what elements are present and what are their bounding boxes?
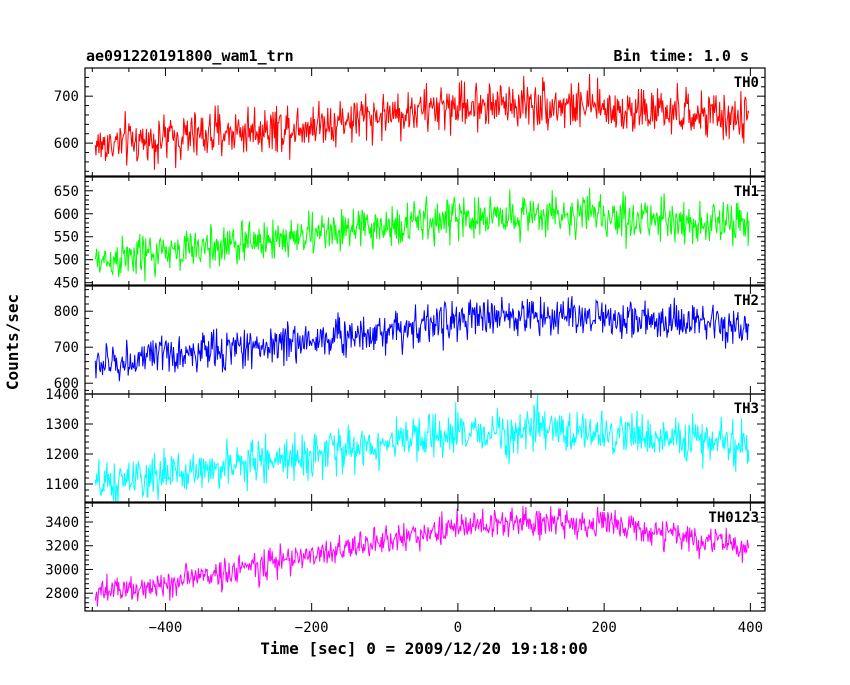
panel-frame <box>84 67 766 177</box>
panel-th3: 1100 1200 1300 1400 TH3 <box>45 387 766 503</box>
y-tick-label: 1400 <box>45 387 79 403</box>
y-tick-label: 600 <box>54 207 79 223</box>
bin-time-label: Bin time: 1.0 s <box>614 47 749 65</box>
y-tick-label: 650 <box>54 184 79 200</box>
x-tick-label: 400 <box>738 620 763 636</box>
panel-frame <box>84 502 766 612</box>
panel-frame <box>84 176 766 286</box>
y-tick-label: 1200 <box>45 447 79 463</box>
series-line-th0123 <box>94 506 750 607</box>
x-tick-label: 200 <box>591 620 616 636</box>
panel-th2: 600 700 800 TH2 <box>54 285 766 395</box>
series-line-th2 <box>94 295 750 382</box>
y-tick-label: 3000 <box>45 562 79 578</box>
y-tick-label: 450 <box>54 276 79 292</box>
panel-label-th0: TH0 <box>734 75 759 91</box>
chart-title: ae091220191800_wam1_trn <box>86 47 294 65</box>
panel-frame <box>84 285 766 395</box>
y-tick-label: 1300 <box>45 417 79 433</box>
y-tick-label: 700 <box>54 89 79 105</box>
series-line-th0 <box>94 74 750 170</box>
y-tick-label: 3400 <box>45 515 79 531</box>
panel-th1: 450 500 550 600 650 TH1 <box>54 176 766 292</box>
y-tick-label: 2800 <box>45 586 79 602</box>
panels-layer: 600 700 TH0 450 500 550 600 650 TH1 600 700 800 TH2 1… <box>45 67 766 636</box>
panel-label-th1: TH1 <box>734 184 759 200</box>
y-tick-label: 1100 <box>45 477 79 493</box>
x-tick-label: 0 <box>454 620 462 636</box>
y-tick-label: 600 <box>54 136 79 152</box>
panel-th0123: 2800 3000 3200 3400 TH0123 <box>45 502 766 612</box>
y-tick-label: 600 <box>54 376 79 392</box>
panel-label-th0123: TH0123 <box>708 510 759 526</box>
panel-label-th2: TH2 <box>734 293 759 309</box>
x-tick-label: −400 <box>149 620 183 636</box>
series-line-th1 <box>94 187 750 282</box>
panel-th0: 600 700 TH0 <box>54 67 766 177</box>
x-tick-label: −200 <box>295 620 329 636</box>
x-axis-title: Time [sec] 0 = 2009/12/20 19:18:00 <box>260 639 588 658</box>
y-tick-label: 800 <box>54 304 79 320</box>
series-line-th3 <box>94 394 750 502</box>
y-axis-title: Counts/sec <box>3 294 22 390</box>
y-tick-label: 500 <box>54 253 79 269</box>
panel-label-th3: TH3 <box>734 401 759 417</box>
y-tick-label: 550 <box>54 230 79 246</box>
y-tick-label: 3200 <box>45 539 79 555</box>
y-tick-label: 700 <box>54 340 79 356</box>
